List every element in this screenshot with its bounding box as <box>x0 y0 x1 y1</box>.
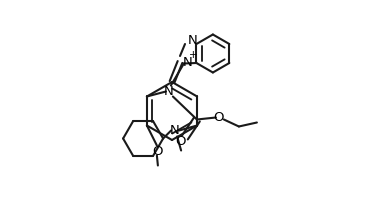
Text: N: N <box>170 124 180 137</box>
Text: N: N <box>183 55 193 69</box>
Text: N: N <box>164 85 174 98</box>
Text: O: O <box>214 111 224 124</box>
Text: O: O <box>152 145 163 158</box>
Text: O: O <box>176 135 186 148</box>
Text: +: + <box>189 50 197 60</box>
Text: N: N <box>188 34 198 46</box>
